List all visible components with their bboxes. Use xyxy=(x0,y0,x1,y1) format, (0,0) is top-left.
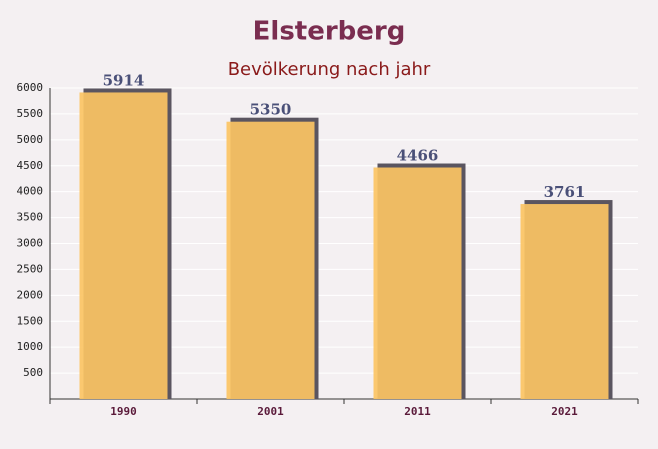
x-tick-label: 2001 xyxy=(257,405,284,418)
value-label: 5350 xyxy=(250,101,292,119)
y-tick-label: 1000 xyxy=(17,340,44,353)
y-tick-label: 3000 xyxy=(17,237,44,250)
x-tick-label: 2011 xyxy=(404,405,431,418)
y-tick-label: 2000 xyxy=(17,288,44,301)
value-label: 3761 xyxy=(544,183,586,201)
x-tick-label: 1990 xyxy=(110,405,137,418)
y-tick-label: 3500 xyxy=(17,211,44,224)
y-tick-label: 1500 xyxy=(17,314,44,327)
y-tick-label: 6000 xyxy=(17,81,44,94)
y-tick-label: 5500 xyxy=(17,107,44,120)
y-tick-label: 5000 xyxy=(17,133,44,146)
bar xyxy=(520,204,609,399)
value-label: 5914 xyxy=(103,71,145,89)
y-tick-label: 500 xyxy=(23,366,43,379)
y-tick-label: 4000 xyxy=(17,185,44,198)
bar xyxy=(226,121,315,400)
bar xyxy=(79,92,168,399)
bar xyxy=(373,167,462,399)
y-tick-label: 4500 xyxy=(17,159,44,172)
chart-subtitle: Bevölkerung nach jahr xyxy=(228,59,431,80)
x-tick-label: 2021 xyxy=(551,405,578,418)
chart-title: Elsterberg xyxy=(253,17,406,47)
y-tick-label: 2500 xyxy=(17,262,44,275)
value-label: 4466 xyxy=(397,147,439,165)
